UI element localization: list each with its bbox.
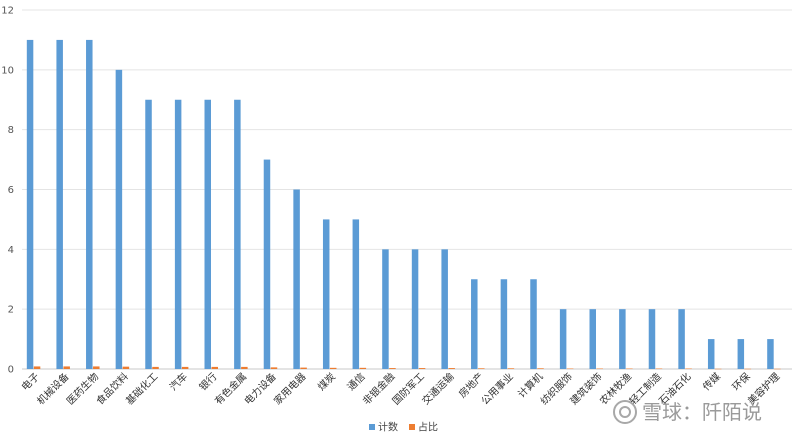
bar-count xyxy=(26,39,34,370)
bar-share xyxy=(626,368,633,370)
bar-count xyxy=(115,69,123,369)
bar-share xyxy=(270,367,278,369)
bar-count xyxy=(174,99,182,369)
bar-count xyxy=(530,279,537,369)
y-tick-label: 8 xyxy=(8,125,14,136)
bar-share xyxy=(596,368,603,370)
bar-share xyxy=(478,368,485,369)
y-tick-label: 4 xyxy=(8,245,14,256)
gridlines xyxy=(22,9,792,370)
category-label: 传媒 xyxy=(700,371,723,394)
category-label: 汽车 xyxy=(167,370,190,393)
y-tick-label: 12 xyxy=(1,6,14,17)
bar-share xyxy=(685,368,692,370)
bar-share xyxy=(448,368,455,369)
bar-share xyxy=(537,368,544,369)
bar-count xyxy=(204,99,211,369)
bar-share xyxy=(241,366,248,369)
bar-count xyxy=(411,249,419,369)
bar-share xyxy=(389,368,396,369)
category-label: 家用电器 xyxy=(271,370,308,407)
bar-count xyxy=(145,99,152,369)
watermark-logo-icon xyxy=(613,400,637,424)
legend-swatch xyxy=(369,424,375,430)
bar-share xyxy=(152,366,159,369)
bar-share xyxy=(93,366,100,369)
bar-share xyxy=(744,368,752,370)
category-label: 银行 xyxy=(196,370,219,393)
category-label: 通信 xyxy=(345,371,368,394)
y-tick-label: 2 xyxy=(8,305,14,316)
bar-share xyxy=(122,366,130,369)
bar-share xyxy=(63,366,70,369)
bar-count xyxy=(234,99,241,369)
bar-count xyxy=(707,339,715,369)
bar-count xyxy=(382,249,389,369)
bar-share xyxy=(211,366,218,369)
bar-share xyxy=(181,366,189,369)
bar-count xyxy=(56,39,63,370)
bar-share xyxy=(418,368,426,369)
bar-count xyxy=(767,339,774,369)
bar-share xyxy=(655,368,663,370)
bars xyxy=(26,39,781,370)
category-label: 基础化工 xyxy=(123,370,160,407)
bar-count xyxy=(263,159,271,369)
legend-swatch xyxy=(409,424,415,430)
bar-share xyxy=(507,368,515,369)
y-tick-label: 6 xyxy=(8,185,14,196)
legend: 计数 占比 xyxy=(369,421,438,434)
bar-count xyxy=(293,189,300,369)
bar-count xyxy=(589,309,596,369)
bar-share xyxy=(714,368,722,370)
bar-share xyxy=(359,367,367,369)
bar-count xyxy=(500,279,508,369)
bar-count xyxy=(471,279,478,369)
legend-label: 计数 xyxy=(378,421,398,434)
bar-share xyxy=(33,366,41,369)
bar-share xyxy=(300,367,307,369)
category-label: 公用事业 xyxy=(478,370,515,407)
category-label: 房地产 xyxy=(456,370,486,400)
category-label: 电子 xyxy=(19,370,42,393)
bar-count xyxy=(619,309,626,369)
category-label: 环保 xyxy=(729,370,752,393)
bar-share xyxy=(774,368,781,370)
bar-count xyxy=(648,309,656,369)
legend-label: 占比 xyxy=(418,421,438,434)
bar-count xyxy=(322,219,330,369)
bar-count xyxy=(737,339,745,369)
y-tick-label: 0 xyxy=(8,365,14,376)
watermark-logo-icon-inner xyxy=(619,406,631,418)
y-tick-label: 10 xyxy=(1,65,14,76)
watermark-text: 雪球：阡陌说 xyxy=(642,400,762,424)
y-axis: 0 2 4 6 8 10 12 xyxy=(1,6,14,376)
category-label: 计算机 xyxy=(515,370,545,400)
category-label: 煤炭 xyxy=(315,370,338,393)
bar-count xyxy=(559,309,567,369)
category-label: 交通运输 xyxy=(419,370,456,407)
bar-share xyxy=(566,368,574,370)
bar-count xyxy=(86,39,93,370)
bar-share xyxy=(329,367,337,369)
bar-count xyxy=(352,219,360,369)
bar-count xyxy=(441,249,448,369)
bar-count xyxy=(678,309,685,369)
watermark: 雪球：阡陌说 xyxy=(613,400,762,424)
